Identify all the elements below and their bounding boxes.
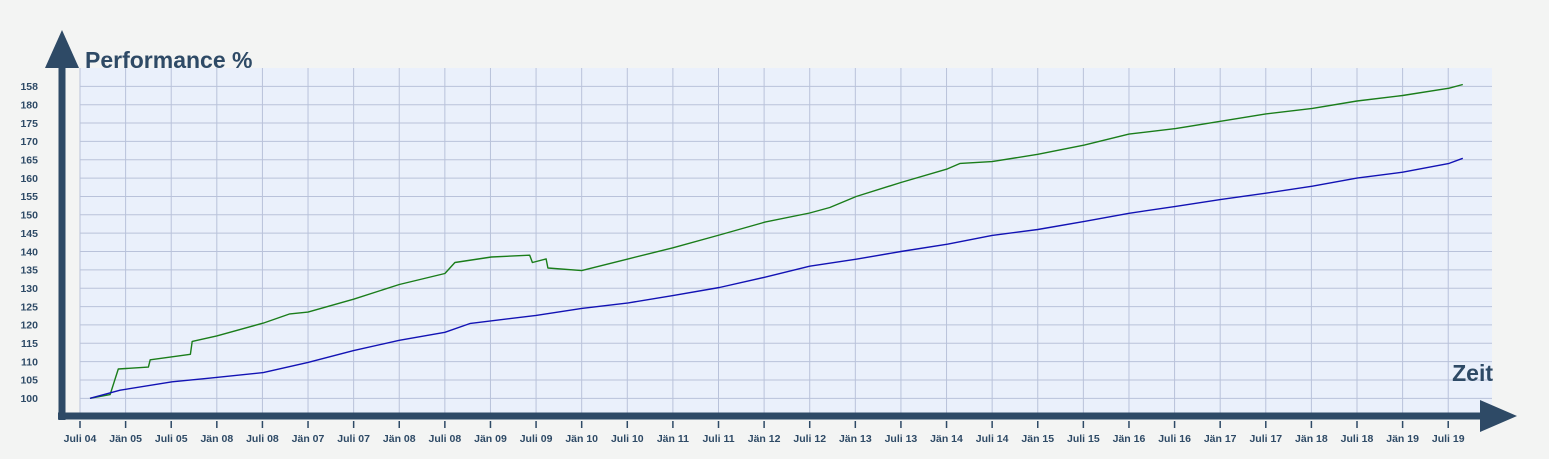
x-tick-label: Jän 19 — [1386, 433, 1419, 445]
y-tick-label: 145 — [20, 228, 38, 240]
x-tick-label: Juli 07 — [337, 433, 370, 445]
x-tick-label: Juli 08 — [429, 433, 462, 445]
x-tick-label: Jän 14 — [930, 433, 963, 445]
x-tick-label: Jän 09 — [474, 433, 507, 445]
x-tick-label: Jän 16 — [1113, 433, 1146, 445]
y-tick-label: 160 — [20, 173, 38, 185]
x-tick-label: Jän 05 — [109, 433, 142, 445]
x-tick-label: Juli 14 — [976, 433, 1009, 445]
x-tick-label: Juli 04 — [64, 433, 97, 445]
series-line — [89, 157, 1464, 399]
y-tick-label: 135 — [20, 265, 38, 277]
x-tick-label: Juli 17 — [1249, 433, 1282, 445]
x-tick-label: Jän 12 — [748, 433, 781, 445]
x-tick-label: Juli 09 — [520, 433, 553, 445]
y-tick-label: 125 — [20, 301, 38, 313]
x-tick-label: Juli 19 — [1432, 433, 1465, 445]
y-tick-label: 165 — [20, 155, 38, 167]
x-tick-label: Jän 10 — [565, 433, 598, 445]
y-tick-label: 158 — [20, 81, 38, 93]
x-tick-label: Juli 16 — [1158, 433, 1191, 445]
x-axis-label: Zeit — [1452, 360, 1493, 386]
x-tick-label: Jän 13 — [839, 433, 872, 445]
y-tick-label: 150 — [20, 210, 38, 222]
y-tick-label: 140 — [20, 246, 38, 258]
y-tick-label: 115 — [21, 338, 38, 350]
y-tick-label: 175 — [20, 118, 38, 130]
x-tick-label: Juli 18 — [1341, 433, 1374, 445]
y-tick-label: 105 — [20, 375, 38, 387]
x-tick-label: Juli 13 — [885, 433, 918, 445]
y-axis-arrow — [45, 30, 79, 68]
x-tick-label: Juli 10 — [611, 433, 644, 445]
lines — [89, 83, 1464, 399]
y-tick-label: 180 — [20, 99, 38, 111]
y-tick-label: 120 — [20, 320, 38, 332]
x-tick-label: Jän 18 — [1295, 433, 1328, 445]
x-tick-label: Juli 05 — [155, 433, 188, 445]
x-tick-label: Juli 11 — [702, 433, 734, 445]
x-tick-label: Juli 15 — [1067, 433, 1100, 445]
y-tick-label: 130 — [20, 283, 38, 295]
plot-area — [80, 68, 1492, 413]
x-tick-label: Jän 15 — [1021, 433, 1054, 445]
series-line — [89, 83, 1463, 399]
y-tick-label: 170 — [20, 136, 38, 148]
y-tick-label: 100 — [20, 393, 38, 405]
grid — [79, 68, 1492, 413]
x-axis-arrow — [1480, 400, 1517, 432]
y-tick-label: 110 — [21, 356, 38, 368]
x-tick-label: Jän 17 — [1204, 433, 1237, 445]
y-tick-label: 155 — [20, 191, 38, 203]
y-axis-label: Performance % — [85, 47, 252, 73]
x-tick-label: Jän 11 — [657, 433, 689, 445]
x-tick-label: Jän 08 — [200, 433, 233, 445]
x-tick-label: Juli 12 — [793, 433, 826, 445]
x-tick-label: Jän 07 — [292, 433, 325, 445]
x-tick-label: Juli 08 — [246, 433, 279, 445]
x-tick-label: Jän 08 — [383, 433, 416, 445]
